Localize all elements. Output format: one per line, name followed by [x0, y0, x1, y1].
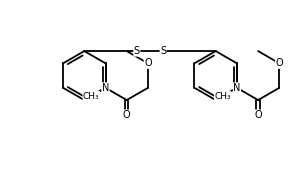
- Text: S: S: [160, 46, 166, 56]
- Text: N: N: [102, 83, 109, 93]
- Text: N: N: [233, 83, 241, 93]
- Text: O: O: [275, 58, 283, 68]
- Text: O: O: [123, 110, 130, 120]
- Text: CH₃: CH₃: [214, 92, 231, 100]
- Text: CH₃: CH₃: [83, 92, 100, 100]
- Text: O: O: [254, 110, 262, 120]
- Text: O: O: [144, 58, 152, 68]
- Text: S: S: [134, 46, 140, 56]
